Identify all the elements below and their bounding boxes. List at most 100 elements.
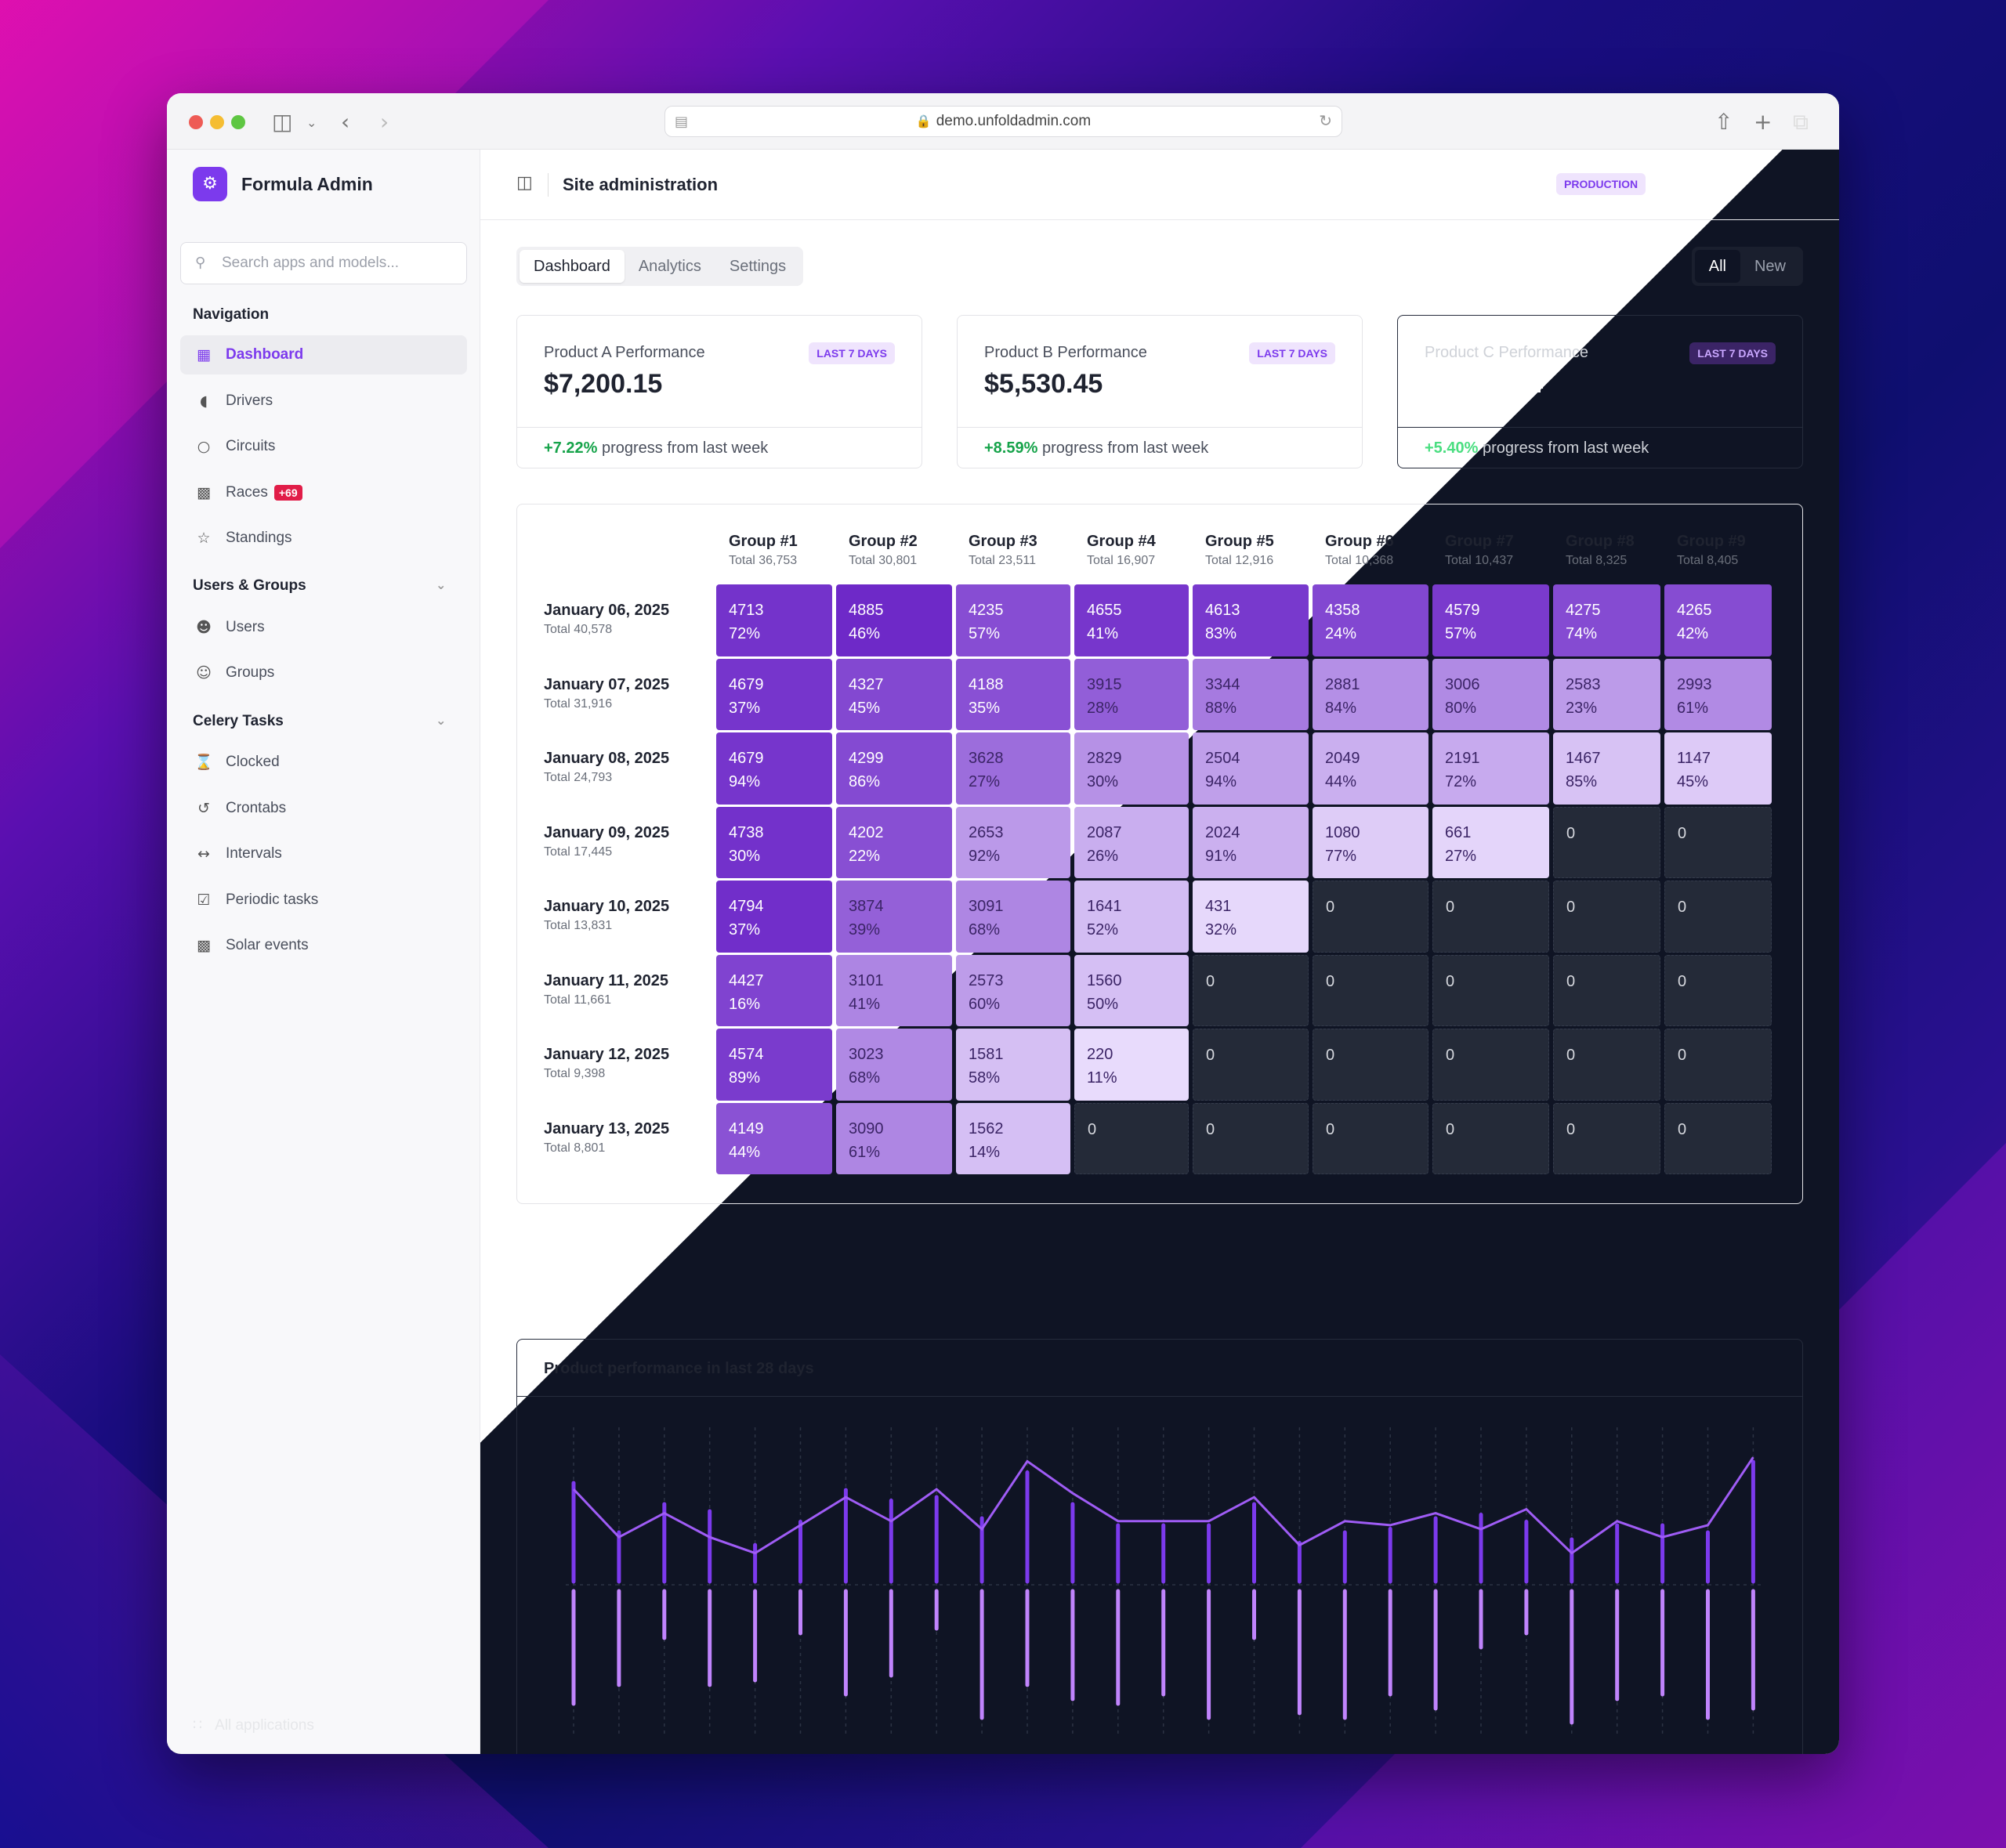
heatmap-cell: 0 [1432,881,1549,953]
heatmap-cell: 0 [1432,954,1549,1026]
sidebar-item-races[interactable]: ▩ Races +69 [180,473,467,512]
group-total: Total 12,916 [1205,554,1274,567]
cell-value: 0 [1206,1047,1215,1064]
calendar-icon: ▩ [197,484,211,501]
cell-value: 4358 [1325,602,1360,619]
sidebar-item-clocked[interactable]: ⌛ Clocked [180,743,467,782]
group-name: Group #9 [1677,533,1746,550]
cell-percent: 57% [969,625,1001,642]
row-total: Total 17,445 [544,844,613,859]
heatmap-cell: 0 [1553,806,1660,878]
cell-percent: 23% [1566,699,1598,717]
cell-percent: 84% [1325,699,1357,717]
search-placeholder: Search apps and models... [222,255,400,271]
cell-value: 0 [1566,824,1576,842]
close-window-button[interactable] [189,115,203,129]
heatmap-cell: 2049 44% [1313,732,1428,805]
sidebar-item-groups[interactable]: ☺ Groups [180,653,467,693]
heatmap-cell: 3023 68% [836,1029,952,1101]
heatmap-cell: 4794 37% [716,881,832,953]
cell-percent: 57% [1445,625,1477,642]
heatmap-cell: 2881 84% [1313,658,1428,730]
cell-value: 0 [1566,1047,1576,1064]
cell-percent: 42% [1677,625,1709,642]
heatmap-cell: 0 [1553,1029,1660,1101]
cell-value: 4149 [729,1119,764,1137]
tab-settings[interactable]: Settings [729,258,787,275]
sidebar-item-periodic-tasks[interactable]: ☑ Periodic tasks [180,881,467,920]
row-header: January 12, 2025 Total 9,398 [544,1046,669,1081]
heatmap-cell: 2087 26% [1074,806,1189,878]
tab-dashboard[interactable]: Dashboard [520,250,625,283]
filter-all[interactable]: All [1694,250,1740,283]
address-bar[interactable]: ▤ 🔒 demo.unfoldadmin.com ↻ [664,106,1342,137]
row-header: January 06, 2025 Total 40,578 [544,602,669,637]
group-icon: ☺ [196,664,212,682]
cell-percent: 46% [849,625,881,642]
cell-percent: 45% [849,699,881,717]
row-header: January 11, 2025 Total 11,661 [544,972,668,1007]
heatmap-cell: 4679 37% [716,658,832,730]
group-header: Group #4 Total 16,907 [1087,533,1156,568]
cell-percent: 60% [969,995,1001,1013]
sidebar-item-users[interactable]: ☻ Users [180,608,467,647]
cell-value: 0 [1566,1120,1576,1138]
new-tab-icon[interactable]: + [1754,109,1772,135]
share-icon[interactable]: ⇧ [1715,109,1733,135]
sidebar-item-crontabs[interactable]: ↺ Crontabs [180,789,467,828]
heatmap-cell: 4713 72% [716,584,832,656]
heatmap-cell: 4738 30% [716,806,832,878]
row-date: January 09, 2025 [544,823,670,841]
back-icon[interactable]: ‹ [341,109,350,135]
chevron-down-icon[interactable]: ⌄ [436,713,447,728]
maximize-window-button[interactable] [231,115,245,129]
sidebar-item-intervals[interactable]: ↔ Intervals [180,834,467,873]
heatmap-cell: 4579 57% [1432,584,1549,656]
sidebar-item-circuits[interactable]: ○ Circuits [180,427,467,466]
heatmap-cell: 0 [1664,954,1772,1026]
cell-value: 0 [1566,899,1576,916]
cell-value: 3628 [969,750,1004,767]
row-date: January 12, 2025 [544,1046,670,1063]
section-label: Users & Groups [193,577,306,594]
celery-tasks-heading[interactable]: Celery Tasks ⌄ [193,713,446,730]
cell-value: 0 [1678,1120,1687,1138]
heatmap-cell: 3101 41% [836,954,952,1026]
environment-badge: PRODUCTION [1556,173,1646,195]
heatmap-cell: 1641 52% [1074,881,1189,953]
chevron-down-icon[interactable]: ⌄ [306,115,317,130]
heatmap-cell: 4613 83% [1193,584,1309,656]
heatmap-cell: 4679 94% [716,732,832,805]
heatmap-cell: 4299 86% [836,732,952,805]
filter-new[interactable]: New [1754,258,1786,275]
tab-analytics[interactable]: Analytics [638,258,701,275]
brand[interactable]: ⚙ Formula Admin [193,167,373,201]
cell-percent: 44% [729,1143,761,1161]
sidebar-toggle-icon[interactable]: ◫ [516,173,533,193]
group-name: Group #8 [1566,533,1635,550]
forward-icon[interactable]: › [380,109,389,135]
heatmap-cell: 220 11% [1074,1029,1189,1101]
divider [548,173,549,197]
users-groups-heading[interactable]: Users & Groups ⌄ [193,577,446,595]
sidebar-toggle-icon[interactable]: ◫ [272,109,293,135]
sidebar-item-solar-events[interactable]: ▩ Solar events [180,926,467,965]
sidebar-item-label: Groups [226,664,275,681]
search-input[interactable]: ⚲ Search apps and models... [180,242,467,284]
reload-icon[interactable]: ↻ [1319,113,1332,130]
sidebar-item-standings[interactable]: ☆ Standings [180,519,467,558]
tabs-overview-icon[interactable]: ⧉ [1793,109,1809,135]
all-applications-link[interactable]: ∷ All applications [193,1716,314,1734]
chart-title: Product performance in last 28 days [544,1360,814,1377]
cell-value: 1560 [1087,971,1122,989]
sidebar-item-dashboard[interactable]: ▦ Dashboard [180,335,467,374]
row-total: Total 31,916 [544,696,613,711]
row-total: Total 11,661 [544,993,611,1007]
minimize-window-button[interactable] [210,115,224,129]
heatmap-cell: 4574 89% [716,1029,832,1101]
sidebar-item-drivers[interactable]: ◖ Drivers [180,382,467,421]
chevron-down-icon[interactable]: ⌄ [436,577,447,592]
page-settings-icon[interactable]: ▤ [675,114,689,129]
task-icon: ☑ [197,891,211,909]
card-footer: +7.22% progress from last week [544,439,768,457]
